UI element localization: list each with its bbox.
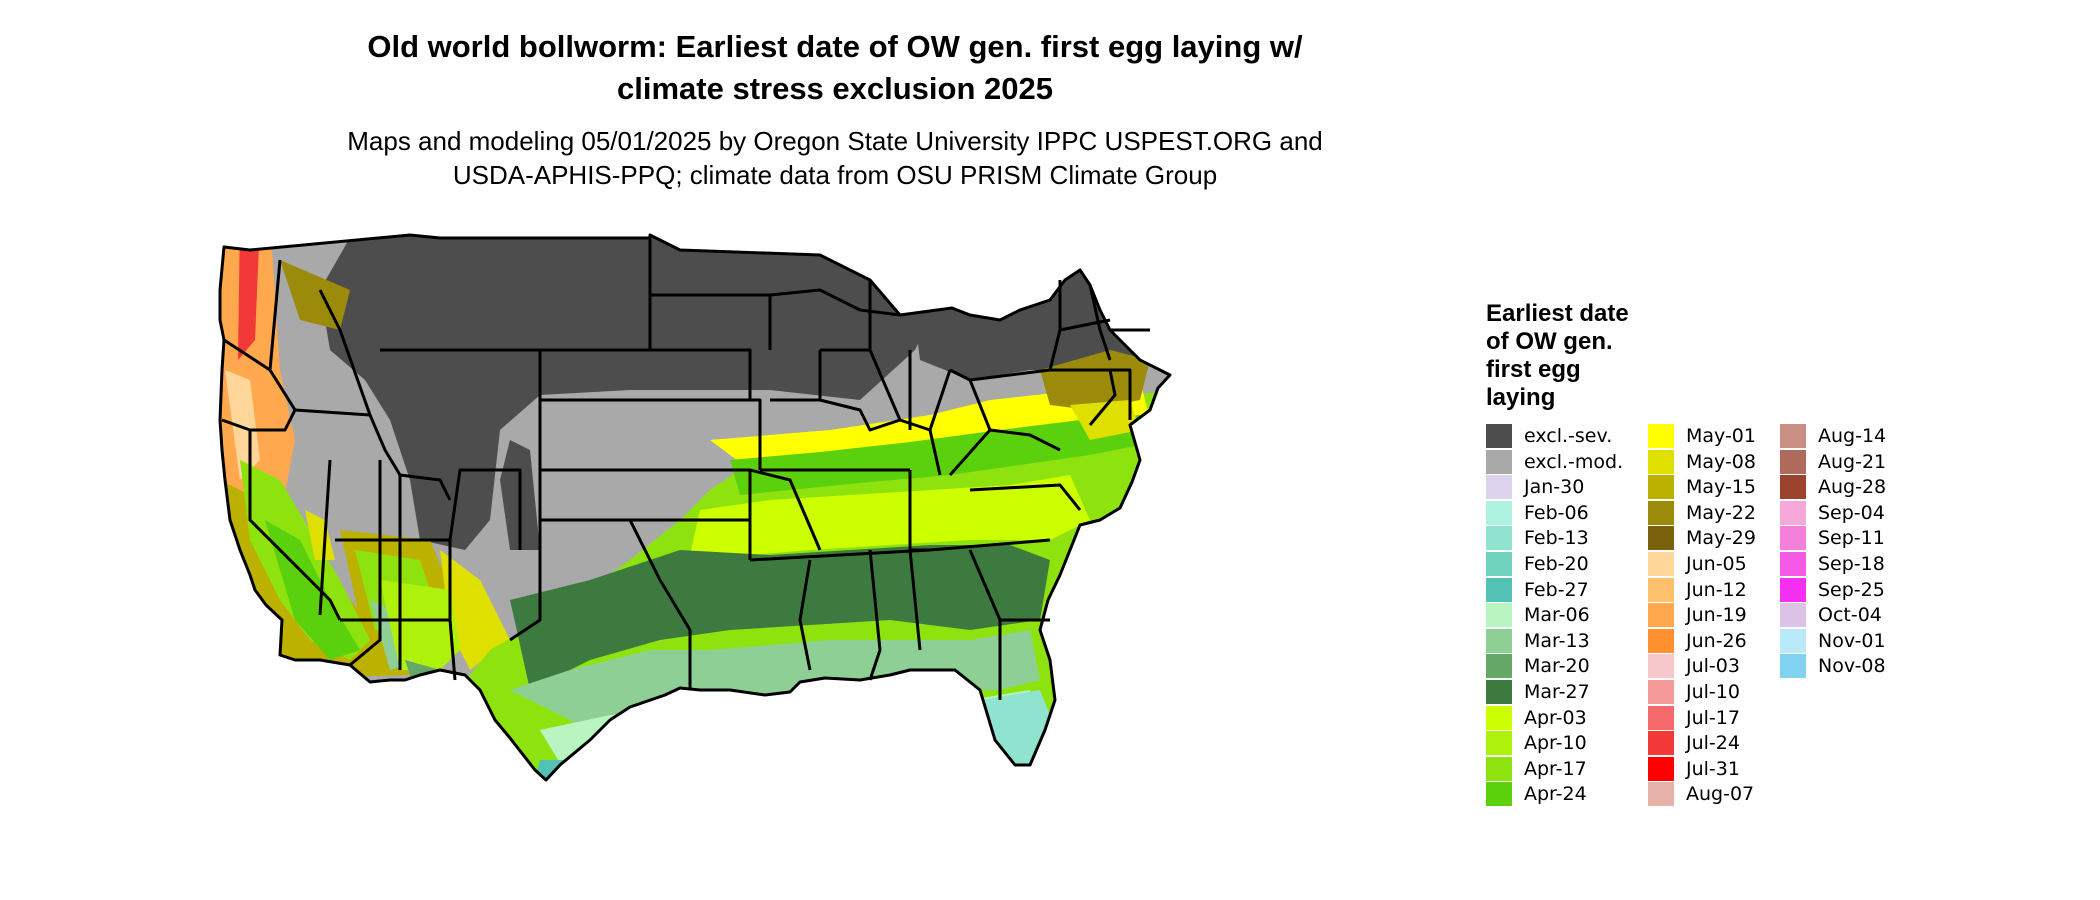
legend-label: Feb-27 (1524, 578, 1589, 601)
legend-swatch (1648, 679, 1674, 704)
map-title-line-1: Old world bollworm: Earliest date of OW … (367, 29, 1303, 64)
us-map (218, 233, 1172, 782)
legend-label: Feb-20 (1524, 552, 1589, 575)
legend-swatch (1648, 424, 1674, 448)
legend-label: Jul-03 (1686, 655, 1740, 678)
legend-label: Apr-24 (1524, 783, 1587, 806)
legend-label: Jun-19 (1686, 604, 1747, 627)
legend-swatch (1486, 705, 1512, 730)
legend-label: Jul-31 (1686, 757, 1740, 780)
legend-title-line: Earliest date (1486, 300, 1629, 327)
legend-label: May-08 (1686, 450, 1756, 473)
legend-label: Sep-11 (1818, 527, 1885, 550)
legend-swatch (1648, 526, 1674, 551)
legend-swatch (1486, 449, 1512, 474)
legend-swatch (1780, 577, 1806, 602)
legend-label: Apr-03 (1524, 706, 1587, 729)
legend-swatch (1486, 424, 1512, 448)
legend-swatch (1648, 705, 1674, 730)
legend-swatch (1648, 449, 1674, 474)
legend-swatch (1486, 551, 1512, 576)
legend-label: Apr-17 (1524, 757, 1587, 780)
legend-title-line: of OW gen. (1486, 328, 1613, 355)
map-subtitle-line-2: USDA-APHIS-PPQ; climate data from OSU PR… (452, 160, 1218, 190)
legend-swatch (1486, 526, 1512, 551)
legend-swatch (1780, 424, 1806, 448)
map-subtitle-line-1: Maps and modeling 05/01/2025 by Oregon S… (347, 126, 1323, 156)
legend-swatch (1648, 628, 1674, 653)
legend-swatch (1486, 628, 1512, 653)
legend-label: Jun-26 (1686, 629, 1747, 652)
legend-label: Mar-06 (1524, 604, 1590, 627)
legend-label: Jul-24 (1686, 732, 1740, 755)
legend-swatch (1648, 475, 1674, 500)
legend-label: Aug-21 (1818, 450, 1887, 473)
legend-swatch (1648, 756, 1674, 781)
legend-label: May-29 (1686, 527, 1756, 550)
legend-label: excl.-mod. (1524, 450, 1624, 473)
legend-swatch (1648, 551, 1674, 576)
legend-label: Feb-06 (1524, 501, 1589, 524)
legend-swatch (1648, 654, 1674, 679)
legend-label: Feb-13 (1524, 527, 1589, 550)
legend-swatch (1486, 475, 1512, 500)
legend-swatch (1486, 577, 1512, 602)
legend-swatch (1780, 551, 1806, 576)
legend-title: Earliest date of OW gen. first egg layin… (1486, 300, 1676, 412)
legend-label: May-01 (1686, 425, 1756, 447)
legend-swatch (1648, 577, 1674, 602)
legend-label: Jun-12 (1686, 578, 1747, 601)
legend-label: Mar-20 (1524, 655, 1590, 678)
legend-label: Sep-18 (1818, 552, 1885, 575)
legend-swatch (1780, 475, 1806, 500)
legend-swatch (1486, 603, 1512, 628)
legend-label: Mar-13 (1524, 629, 1590, 652)
legend-swatch (1648, 603, 1674, 628)
legend-label: excl.-sev. (1524, 425, 1613, 447)
legend-label: May-15 (1686, 476, 1756, 499)
legend-label: Jun-05 (1686, 552, 1747, 575)
legend-swatch (1648, 731, 1674, 756)
legend-swatch (1486, 500, 1512, 525)
legend-swatch (1780, 449, 1806, 474)
legend-swatch (1486, 654, 1512, 679)
legend-swatch (1486, 731, 1512, 756)
legend-label: Jan-30 (1524, 476, 1585, 499)
map-subtitle: Maps and modeling 05/01/2025 by Oregon S… (210, 124, 1460, 192)
legend-label: Aug-14 (1818, 425, 1887, 447)
legend-swatch (1486, 756, 1512, 781)
legend-label: Sep-25 (1818, 578, 1885, 601)
legend-swatch (1780, 654, 1806, 679)
legend-label: Nov-08 (1818, 655, 1886, 678)
legend-label: Oct-04 (1818, 604, 1882, 627)
legend-swatch (1486, 679, 1512, 704)
legend-swatch (1648, 500, 1674, 525)
map-title-line-2: climate stress exclusion 2025 (617, 71, 1053, 106)
legend-label: Nov-01 (1818, 629, 1886, 652)
legend-label: Aug-28 (1818, 476, 1887, 499)
legend-label: Jul-10 (1686, 680, 1740, 703)
map-title: Old world bollworm: Earliest date of OW … (210, 26, 1460, 110)
legend-swatch (1780, 628, 1806, 653)
legend-title-line: laying (1486, 384, 1556, 411)
legend-label: Jul-17 (1686, 706, 1740, 729)
legend-label: Mar-27 (1524, 680, 1590, 703)
legend-title-line: first egg (1486, 356, 1581, 383)
legend-swatch (1780, 500, 1806, 525)
legend-swatch (1780, 603, 1806, 628)
legend-swatch (1780, 526, 1806, 551)
legend-label: Sep-04 (1818, 501, 1885, 524)
state-borders (218, 233, 1172, 782)
legend-label: Apr-10 (1524, 732, 1587, 755)
legend-label: Aug-07 (1686, 783, 1755, 806)
legend-label: May-22 (1686, 501, 1756, 524)
legend-swatch (1486, 782, 1512, 807)
legend-swatch (1648, 782, 1674, 807)
